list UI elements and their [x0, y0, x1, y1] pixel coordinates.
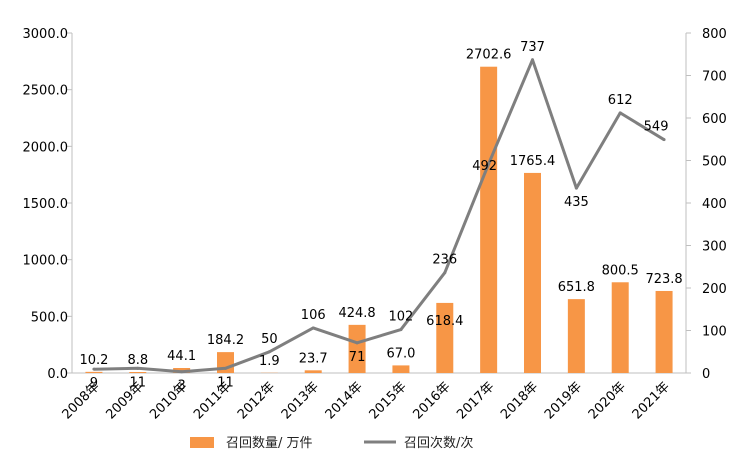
right-tick-label: 400 [702, 197, 727, 212]
left-tick-label: 2000.0 [23, 140, 69, 155]
legend-bar-label: 召回数量/ 万件 [226, 436, 313, 451]
data-labels: 10.2 8.8 44.1 184.2 1.9 23.7 424.8 67.0 618.4 270… [79, 40, 682, 394]
left-tick-label: 1000.0 [23, 254, 69, 269]
line-value-label: 737 [520, 40, 545, 55]
right-tick-label: 0 [702, 367, 710, 382]
x-tick-label: 2011年 [191, 379, 234, 422]
right-tick-label: 500 [702, 155, 727, 170]
bar-value-label: 44.1 [167, 349, 196, 364]
bar [611, 282, 629, 373]
bar [480, 66, 498, 374]
bar-value-label: 23.7 [299, 351, 328, 366]
bar [85, 371, 103, 373]
x-tick-label: 2016年 [410, 379, 453, 422]
line-value-label: 435 [564, 195, 589, 210]
bar-value-label: 618.4 [426, 314, 463, 329]
line-series [92, 58, 666, 374]
left-tick-label: 2500.0 [23, 84, 69, 99]
x-tick-label: 2008年 [60, 379, 103, 422]
line-point [92, 367, 96, 371]
line-value-label: 3 [178, 379, 186, 394]
bar-value-label: 2702.6 [466, 48, 512, 63]
legend-line-label: 召回次数/次 [404, 435, 473, 451]
line-value-label: 11 [130, 375, 147, 390]
bar-value-label: 1765.4 [510, 154, 556, 169]
bar-series [85, 66, 673, 374]
left-tick-label: 1500.0 [23, 197, 69, 212]
bar-value-label: 1.9 [259, 354, 280, 369]
line-point [136, 366, 140, 370]
x-tick-label: 2020年 [586, 379, 629, 422]
bar [392, 365, 410, 373]
x-tick-label: 2015年 [367, 379, 410, 422]
bar-value-label: 184.2 [207, 333, 244, 348]
bar [567, 299, 585, 373]
line-value-label: 549 [644, 120, 669, 135]
line-value-label: 236 [432, 253, 457, 268]
x-tick-label: 2021年 [630, 379, 673, 422]
bar [348, 324, 366, 373]
line-value-label: 9 [90, 376, 98, 391]
x-tick-label: 2010年 [147, 379, 190, 422]
line-value-label: 102 [389, 310, 414, 325]
bar-value-label: 424.8 [338, 306, 375, 321]
legend: 召回数量/ 万件 召回次数/次 [190, 435, 473, 451]
line-point [531, 58, 534, 62]
x-tick-label: 2013年 [279, 379, 322, 422]
right-tick-label: 600 [702, 112, 727, 127]
bar-value-label: 67.0 [386, 346, 415, 361]
line-point [224, 366, 227, 370]
legend-bar-swatch [190, 437, 214, 448]
bar [436, 302, 454, 373]
bar [129, 372, 147, 373]
line-point [311, 326, 315, 330]
line-value-label: 492 [472, 159, 497, 174]
line-value-label: 11 [217, 375, 234, 390]
bar [304, 370, 322, 373]
line-point [662, 138, 666, 142]
x-tick-label: 2012年 [235, 379, 278, 422]
right-tick-label: 100 [702, 325, 727, 340]
x-tick-label: 2009年 [103, 379, 146, 422]
line-point [443, 271, 447, 275]
line-point [574, 186, 578, 190]
bar-value-label: 8.8 [127, 353, 148, 368]
bar [655, 290, 673, 373]
x-tick-label: 2019年 [542, 379, 585, 422]
bar-value-label: 723.8 [645, 272, 682, 287]
line-value-label: 106 [301, 308, 326, 323]
line-point [487, 162, 491, 166]
bar-value-label: 10.2 [79, 353, 108, 368]
line-point [399, 328, 403, 332]
right-tick-label: 700 [702, 70, 727, 85]
x-axis-ticks: 2008年 2009年 2010年 2011年 2012年 2013年 2014年 2015年… [60, 379, 673, 422]
x-tick-label: 2014年 [323, 379, 366, 422]
right-tick-label: 300 [702, 240, 727, 255]
bar-value-label: 800.5 [602, 263, 639, 278]
line-value-label: 50 [261, 332, 278, 347]
left-tick-label: 0.0 [47, 367, 68, 382]
bar-value-label: 651.8 [558, 280, 595, 295]
left-tick-label: 3000.0 [23, 27, 69, 42]
x-tick-label: 2017年 [454, 379, 497, 422]
x-tick-label: 2018年 [498, 379, 541, 422]
right-tick-label: 800 [702, 27, 727, 42]
line-value-label: 71 [349, 350, 366, 365]
bar [524, 172, 541, 373]
line-point [180, 370, 184, 374]
axes: 0.0 500.0 1000.0 1500.0 2000.0 2500.0 3000.0 0 1… [23, 27, 727, 382]
left-tick-label: 500.0 [31, 310, 68, 325]
line-point [618, 111, 622, 115]
line-path [93, 58, 665, 374]
line-point [355, 341, 359, 345]
line-point [267, 350, 271, 354]
line-value-label: 612 [608, 93, 633, 108]
right-tick-label: 200 [702, 282, 727, 297]
